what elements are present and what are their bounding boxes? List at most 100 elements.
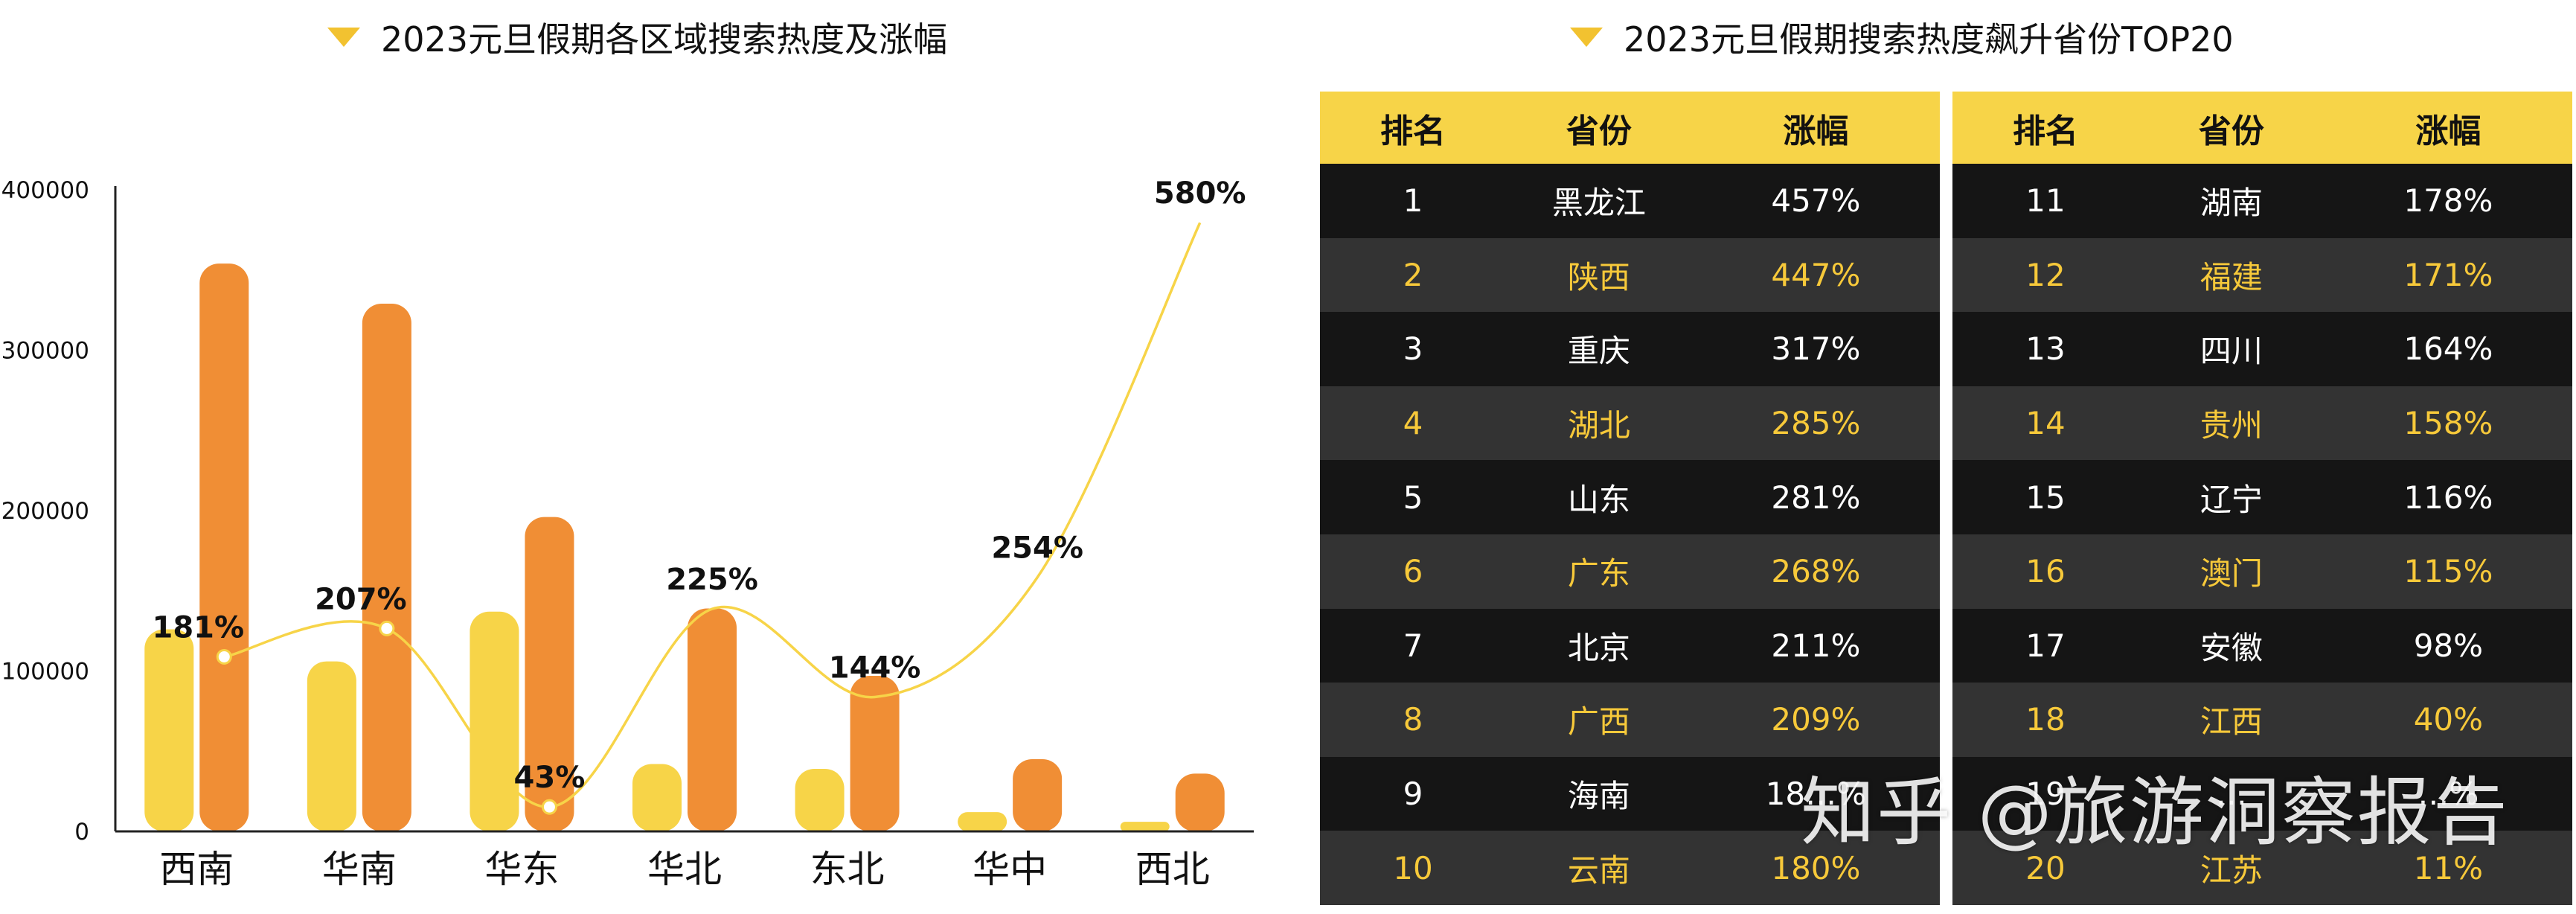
growth-cell: 11% xyxy=(2324,831,2572,905)
header-province: 省份 xyxy=(2138,92,2325,164)
x-tick-label: 华东 xyxy=(484,848,559,891)
y-tick-label: 200000 xyxy=(1,498,89,525)
province-cell: 黑龙江 xyxy=(1505,164,1692,238)
province-cell: 云南 xyxy=(1505,831,1692,905)
table-row: 11 湖南 178% xyxy=(1952,164,2572,238)
bar-orange-6 xyxy=(1175,773,1225,831)
province-cell: 海南 xyxy=(1505,756,1692,831)
rank-cell: 19 xyxy=(1952,756,2138,831)
growth-label-0: 181% xyxy=(152,610,244,645)
rank-cell: 14 xyxy=(1952,386,2138,461)
rank-cell: 12 xyxy=(1952,237,2138,313)
rank-cell: 4 xyxy=(1320,386,1506,461)
x-tick-label: 西北 xyxy=(1135,848,1210,891)
bar-yellow-5 xyxy=(958,812,1007,831)
table-row: 19……% xyxy=(1952,756,2572,831)
rank-cell: 7 xyxy=(1320,608,1506,683)
growth-cell: 180% xyxy=(1691,831,1940,905)
growth-cell: 116% xyxy=(2324,460,2572,534)
province-cell: 广东 xyxy=(1505,534,1692,609)
bar-yellow-0 xyxy=(144,629,194,831)
bar-orange-0 xyxy=(199,263,249,831)
growth-cell: 285% xyxy=(1691,386,1940,461)
rank-cell: 17 xyxy=(1952,608,2138,683)
table-row: 7 北京 211% xyxy=(1320,608,1940,683)
growth-cell: 211% xyxy=(1691,608,1940,683)
x-tick-label: 华中 xyxy=(973,848,1047,891)
bar-series xyxy=(144,263,1225,831)
growth-cell: 457% xyxy=(1691,164,1940,238)
rank-cell: 3 xyxy=(1320,312,1506,386)
y-tick-label: 300000 xyxy=(1,338,89,365)
province-cell: 江西 xyxy=(2138,683,2325,757)
bar-yellow-3 xyxy=(632,764,682,831)
province-cell: 北京 xyxy=(1505,608,1692,683)
rank-cell: 10 xyxy=(1320,831,1506,905)
growth-cell: 268% xyxy=(1691,534,1940,609)
province-cell: 湖北 xyxy=(1505,386,1692,461)
growth-line-path xyxy=(223,222,1202,808)
x-tick-label: 华南 xyxy=(322,848,397,891)
province-cell: 辽宁 xyxy=(2138,460,2325,534)
region-bar-chart: 0 100000 200000 300000 400000 西南 华南 华东 华北 东北 华中 西北… xyxy=(1,176,1254,891)
ranking-table-left: 排名 省份 涨幅 1 黑龙江 457% 2 陕西 447% 3 重庆 317% 4 湖北 285% 5 山… xyxy=(1320,92,1940,905)
x-tick-label: 华北 xyxy=(647,848,722,891)
rank-cell: 8 xyxy=(1320,683,1506,757)
table-row: 16 澳门 115% xyxy=(1952,534,2572,609)
growth-label-6: 580% xyxy=(1154,176,1246,211)
y-tick-label: 0 xyxy=(74,819,89,846)
table-row: 12 福建 171% xyxy=(1952,237,2572,313)
table-header-row: 排名 省份 涨幅 xyxy=(1952,92,2572,164)
growth-cell: 98% xyxy=(2324,608,2572,683)
growth-cell: 18…% xyxy=(1691,756,1940,831)
triangle-marker-icon xyxy=(327,28,360,47)
rank-cell: 16 xyxy=(1952,534,2138,609)
bar-orange-4 xyxy=(850,675,900,831)
right-table-title-text: 2023元旦假期搜索热度飙升省份TOP20 xyxy=(1624,19,2234,60)
province-cell: 四川 xyxy=(2138,312,2325,386)
rank-cell: 18 xyxy=(1952,683,2138,757)
bar-yellow-4 xyxy=(795,768,845,831)
bar-yellow-6 xyxy=(1120,822,1170,831)
table-row: 20 江苏 11% xyxy=(1952,831,2572,905)
table-row: 9 海南 18…% xyxy=(1320,756,1940,831)
ranking-table-right: 排名 省份 涨幅 11 湖南 178% 12 福建 171% 13 四川 164% 14 贵州 158… xyxy=(1952,92,2572,905)
growth-line-series: 181% 207% 43% 225% 144% 254% 580% xyxy=(152,176,1246,815)
growth-cell: 171% xyxy=(2324,237,2572,313)
growth-cell: 158% xyxy=(2324,386,2572,461)
left-chart-title-text: 2023元旦假期各区域搜索热度及涨幅 xyxy=(381,19,948,60)
table-row: 3 重庆 317% xyxy=(1320,312,1940,386)
right-table-title: 2023元旦假期搜索热度飙升省份TOP20 xyxy=(1570,10,2234,64)
growth-cell: 209% xyxy=(1691,683,1940,757)
table-row: 5 山东 281% xyxy=(1320,460,1940,534)
province-cell: 江苏 xyxy=(2138,831,2325,905)
province-cell: 湖南 xyxy=(2138,164,2325,238)
province-cell: … xyxy=(2138,756,2325,831)
bar-yellow-2 xyxy=(470,611,519,831)
header-rank: 排名 xyxy=(1320,92,1506,164)
growth-label-2: 43% xyxy=(514,761,586,795)
x-axis: 西南 华南 华东 华北 东北 华中 西北 xyxy=(115,830,1254,891)
bar-orange-2 xyxy=(525,517,574,831)
province-cell: 陕西 xyxy=(1505,237,1692,313)
growth-label-3: 225% xyxy=(666,563,758,597)
growth-label-1: 207% xyxy=(315,582,407,616)
rank-cell: 20 xyxy=(1952,831,2138,905)
province-cell: 山东 xyxy=(1505,460,1692,534)
growth-cell: 178% xyxy=(2324,164,2572,238)
header-growth: 涨幅 xyxy=(1691,92,1940,164)
bar-orange-5 xyxy=(1013,759,1063,831)
table-row: 18 江西 40% xyxy=(1952,683,2572,757)
table-row: 15 辽宁 116% xyxy=(1952,460,2572,534)
growth-cell: 164% xyxy=(2324,312,2572,386)
growth-point-2 xyxy=(541,799,557,815)
watermark: 知乎 @旅游洞察报告 xyxy=(1801,769,2509,856)
growth-label-5: 254% xyxy=(991,531,1083,566)
left-chart-title: 2023元旦假期各区域搜索热度及涨幅 xyxy=(327,10,947,64)
triangle-marker-icon xyxy=(1570,28,1603,47)
growth-cell: 281% xyxy=(1691,460,1940,534)
province-cell: 福建 xyxy=(2138,237,2325,313)
growth-cell: …% xyxy=(2324,756,2572,831)
growth-cell: 447% xyxy=(1691,237,1940,313)
x-tick-label: 西南 xyxy=(159,848,234,891)
